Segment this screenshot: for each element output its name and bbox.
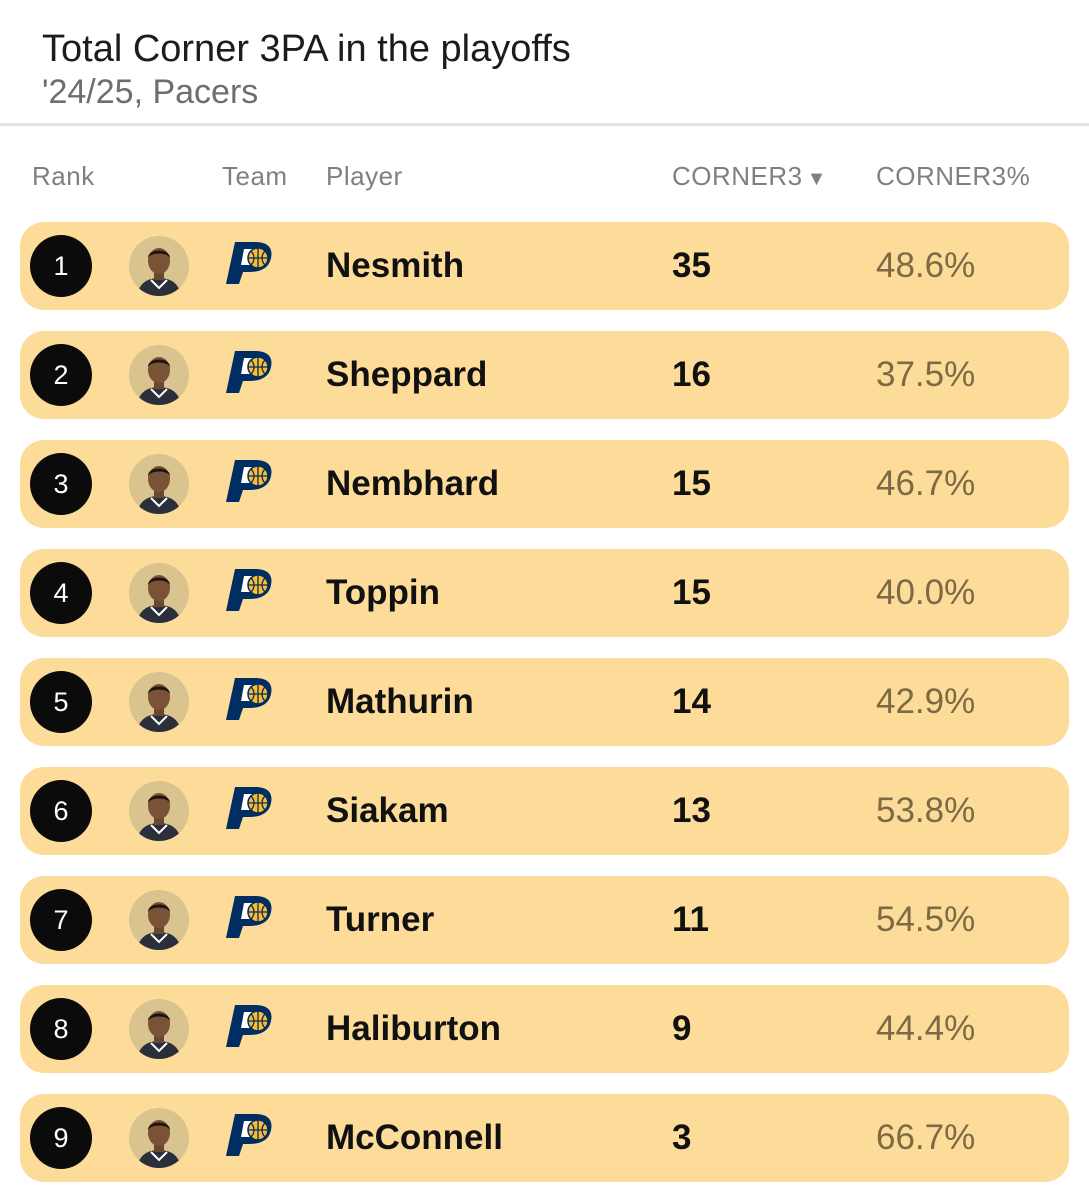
corner3-pct-value: 54.5%	[876, 900, 976, 939]
corner3-value: 16	[672, 355, 711, 394]
corner3-pct-value: 46.7%	[876, 464, 976, 503]
column-header-corner3-pct[interactable]: CORNER3%	[876, 161, 1031, 191]
rank-badge: 2	[30, 344, 92, 406]
pacers-logo-icon	[225, 785, 275, 831]
corner3-pct-value: 37.5%	[876, 355, 976, 394]
player-avatar	[129, 999, 189, 1059]
table-row[interactable]: 4 Toppin 15 40.0%	[20, 549, 1069, 637]
corner3-value: 3	[672, 1118, 692, 1157]
player-name: Nembhard	[326, 464, 500, 503]
player-avatar	[129, 1108, 189, 1168]
table-row[interactable]: 3 Nembhard 15 46.7%	[20, 440, 1069, 528]
table-row[interactable]: 2 Sheppard 16 37.5%	[20, 331, 1069, 419]
rank-badge: 1	[30, 235, 92, 297]
page-subtitle: '24/25, Pacers	[42, 73, 259, 111]
player-avatar	[129, 563, 189, 623]
player-name: Sheppard	[326, 355, 488, 394]
pacers-logo-icon	[225, 1112, 275, 1158]
player-name: Mathurin	[326, 682, 474, 721]
column-header-team[interactable]: Team	[222, 161, 288, 191]
rank-badge: 8	[30, 998, 92, 1060]
rank-badge: 3	[30, 453, 92, 515]
corner3-pct-value: 44.4%	[876, 1009, 976, 1048]
pacers-logo-icon	[225, 567, 275, 613]
corner3-value: 14	[672, 682, 711, 721]
player-name: McConnell	[326, 1118, 503, 1157]
corner3-value: 13	[672, 791, 711, 830]
corner3-value: 35	[672, 246, 711, 285]
corner3-value: 9	[672, 1009, 692, 1048]
player-name: Nesmith	[326, 246, 465, 285]
player-name: Haliburton	[326, 1009, 501, 1048]
sort-descending-icon: ▼	[806, 168, 827, 190]
corner3-pct-value: 42.9%	[876, 682, 976, 721]
table-row[interactable]: 9 McConnell 3 66.7%	[20, 1094, 1069, 1182]
player-avatar	[129, 345, 189, 405]
corner3-pct-value: 40.0%	[876, 573, 976, 612]
player-name: Toppin	[326, 573, 441, 612]
player-name: Siakam	[326, 791, 449, 830]
rank-badge: 5	[30, 671, 92, 733]
player-avatar	[129, 890, 189, 950]
player-avatar	[129, 672, 189, 732]
table-row[interactable]: 5 Mathurin 14 42.9%	[20, 658, 1069, 746]
rank-badge: 4	[30, 562, 92, 624]
corner3-value: 15	[672, 573, 711, 612]
corner3-value: 15	[672, 464, 711, 503]
corner3-pct-value: 53.8%	[876, 791, 976, 830]
pacers-logo-icon	[225, 676, 275, 722]
pacers-logo-icon	[225, 458, 275, 504]
column-header-player[interactable]: Player	[326, 161, 403, 191]
table-row[interactable]: 8 Haliburton 9 44.4%	[20, 985, 1069, 1073]
pacers-logo-icon	[225, 240, 275, 286]
page-title: Total Corner 3PA in the playoffs	[42, 28, 571, 70]
rank-badge: 9	[30, 1107, 92, 1169]
column-header-rank[interactable]: Rank	[32, 161, 95, 191]
pacers-logo-icon	[225, 1003, 275, 1049]
pacers-logo-icon	[225, 894, 275, 940]
header: Total Corner 3PA in the playoffs '24/25,…	[0, 0, 1089, 126]
rank-badge: 7	[30, 889, 92, 951]
player-avatar	[129, 454, 189, 514]
table-row[interactable]: 1 Nesmith 35 48.6%	[20, 222, 1069, 310]
player-avatar	[129, 781, 189, 841]
column-header-corner3-label: CORNER3	[672, 161, 803, 191]
column-header-corner3[interactable]: CORNER3 ▼	[672, 161, 827, 192]
player-name: Turner	[326, 900, 435, 939]
corner3-pct-value: 48.6%	[876, 246, 976, 285]
player-avatar	[129, 236, 189, 296]
corner3-value: 11	[672, 900, 709, 939]
table-row[interactable]: 6 Siakam 13 53.8%	[20, 767, 1069, 855]
table-row[interactable]: 7 Turner 11 54.5%	[20, 876, 1069, 964]
corner3-pct-value: 66.7%	[876, 1118, 976, 1157]
pacers-logo-icon	[225, 349, 275, 395]
rank-badge: 6	[30, 780, 92, 842]
